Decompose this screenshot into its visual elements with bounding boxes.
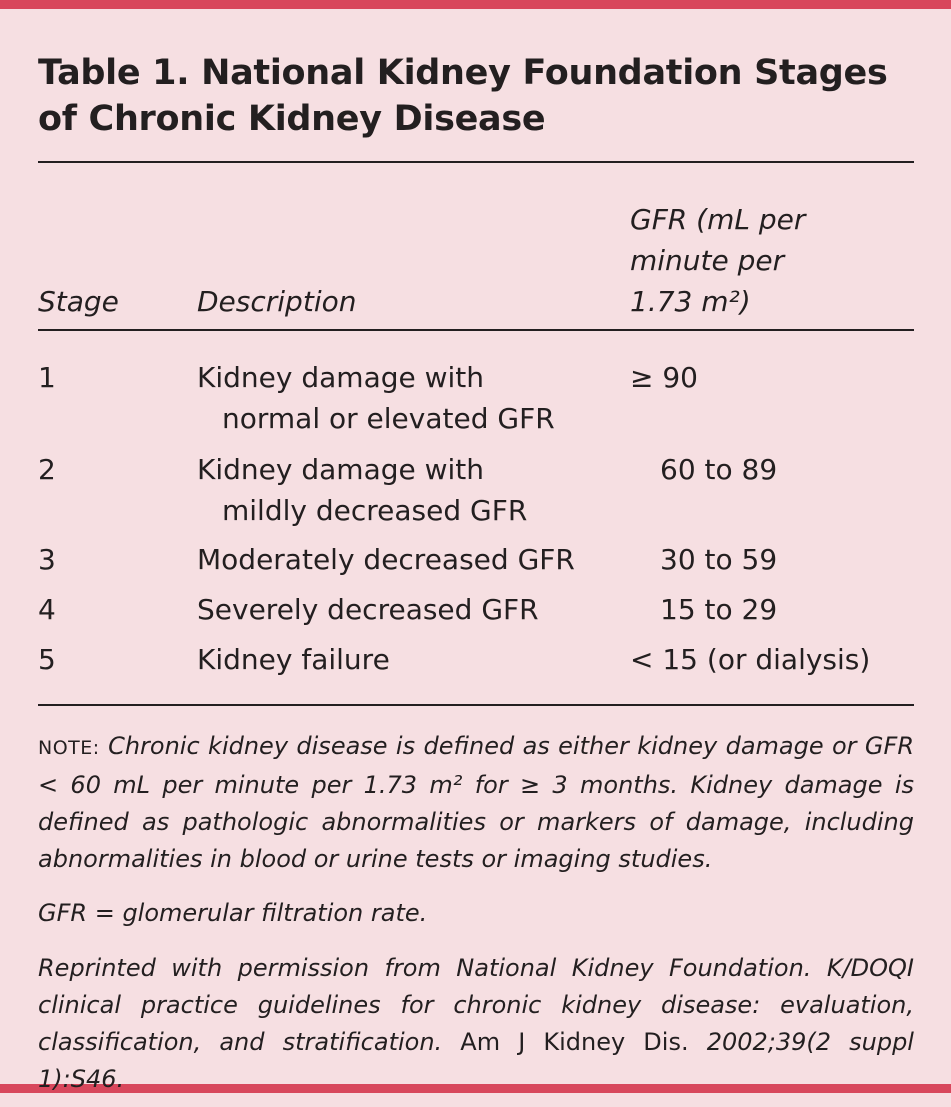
description: Moderately decreased GFR [197,539,575,580]
description-line: normal or elevated GFR [222,402,555,435]
gfr: ≥ 90 [630,361,698,394]
description-line: mildly decreased GFR [222,494,528,527]
gfr: 60 to 89 [660,453,778,486]
title: Table 1. National Kidney Foundation Stag… [38,53,888,139]
gfr: < 15 (or dialysis) [630,643,871,676]
journal: Am J Kidney Dis. [460,1028,689,1056]
description-line: Kidney damage with [197,453,485,486]
header-cell: Description [197,285,357,318]
stage: 2 [38,453,56,486]
citation: 2002;39(2 suppl 1):S46. [38,1028,914,1093]
stage: 3 [38,543,56,576]
description: Kidney damage with mildly decreased GFR [197,449,527,531]
description: Severely decreased GFR [197,589,539,630]
note-text: Chronic kidney disease is defined as eit… [38,732,914,873]
stage: 4 [38,593,56,626]
rule [38,161,914,163]
source: Reprinted with permission from National … [38,950,914,1098]
gfr: 30 to 59 [660,543,778,576]
rule [38,329,914,331]
note-label: NOTE: [38,737,100,759]
description-line: Kidney damage with [197,361,485,394]
source-text: Reprinted with permission from National … [38,954,914,1056]
description-line: Moderately decreased GFR [197,543,575,576]
note: NOTE: Chronic kidney disease is defined … [38,728,914,878]
bottom-stripe [0,1084,951,1093]
header-cell: GFR (mL per minute per 1.73 m²) [630,203,806,318]
abbreviation: GFR = glomerular filtration rate. [38,899,428,927]
description: Kidney damage with normal or elevated GFR [197,357,555,439]
rule [38,704,914,706]
header-cell: Stage [38,285,119,318]
top-stripe [0,0,951,9]
gfr: 15 to 29 [660,593,778,626]
description: Kidney failure [197,639,390,680]
stage: 1 [38,361,56,394]
description-line: Severely decreased GFR [197,593,539,626]
description-line: Kidney failure [197,643,390,676]
stage: 5 [38,643,56,676]
